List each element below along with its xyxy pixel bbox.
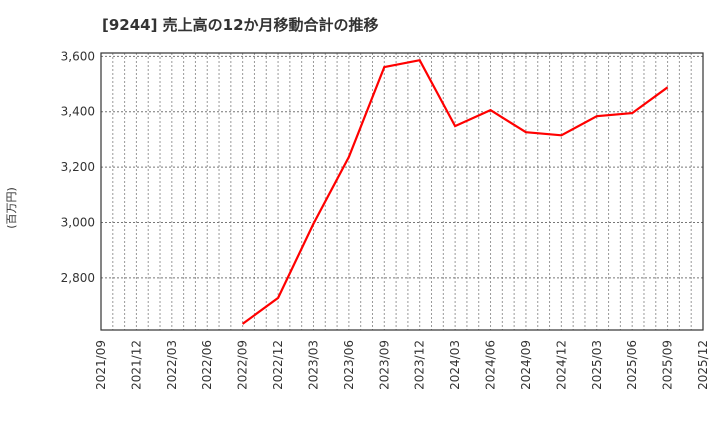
x-tick-label: 2023/06	[342, 340, 356, 390]
chart-title: [9244] 売上高の12か月移動合計の推移	[102, 16, 379, 34]
plot-frame	[100, 52, 704, 331]
x-tick-label: 2025/06	[625, 340, 639, 390]
x-tick-label: 2023/03	[306, 340, 320, 390]
y-axis-ticks: 2,800 3,000 3,200 3,400 3,600	[61, 49, 95, 285]
x-tick-label: 2021/09	[94, 340, 108, 390]
y-tick-label: 3,000	[61, 216, 95, 230]
x-tick-label: 2025/03	[590, 340, 604, 390]
x-axis-ticks: 2021/09 2021/12 2022/03 2022/06 2022/09 2022/…	[94, 340, 710, 390]
x-tick-label: 2024/09	[519, 340, 533, 390]
x-tick-label: 2022/09	[236, 340, 250, 390]
grid-lines	[101, 53, 703, 330]
x-tick-label: 2024/06	[484, 340, 498, 390]
x-tick-label: 2025/09	[661, 340, 675, 390]
x-tick-label: 2025/12	[696, 340, 710, 390]
y-tick-label: 3,400	[61, 105, 95, 119]
y-tick-label: 2,800	[61, 271, 95, 285]
x-tick-label: 2022/03	[165, 340, 179, 390]
y-tick-label: 3,200	[61, 160, 95, 174]
x-tick-label: 2022/12	[271, 340, 285, 390]
y-tick-label: 3,600	[61, 49, 95, 63]
x-tick-label: 2024/03	[448, 340, 462, 390]
x-tick-label: 2024/12	[554, 340, 568, 390]
x-tick-label: 2022/06	[200, 340, 214, 390]
x-tick-label: 2021/12	[129, 340, 143, 390]
x-tick-label: 2023/09	[377, 340, 391, 390]
sales-series-line	[241, 58, 669, 325]
x-tick-label: 2023/12	[413, 340, 427, 390]
